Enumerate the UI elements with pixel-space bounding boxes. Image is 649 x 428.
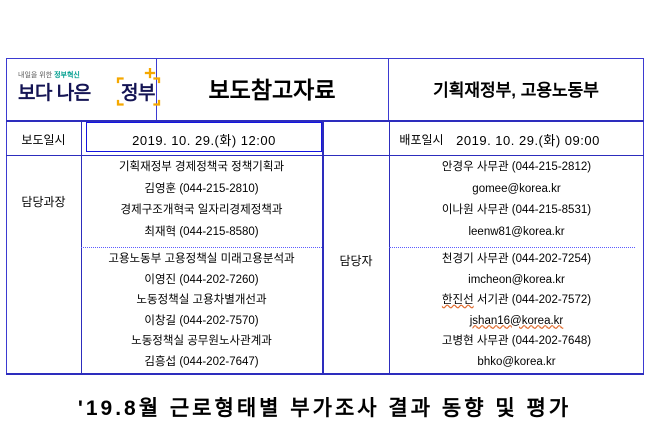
svg-text:정부: 정부 [121,82,155,104]
svg-text:보다 나은: 보다 나은 [18,82,91,104]
svg-text:내일을 위한 정부혁신: 내일을 위한 정부혁신 [18,70,80,79]
